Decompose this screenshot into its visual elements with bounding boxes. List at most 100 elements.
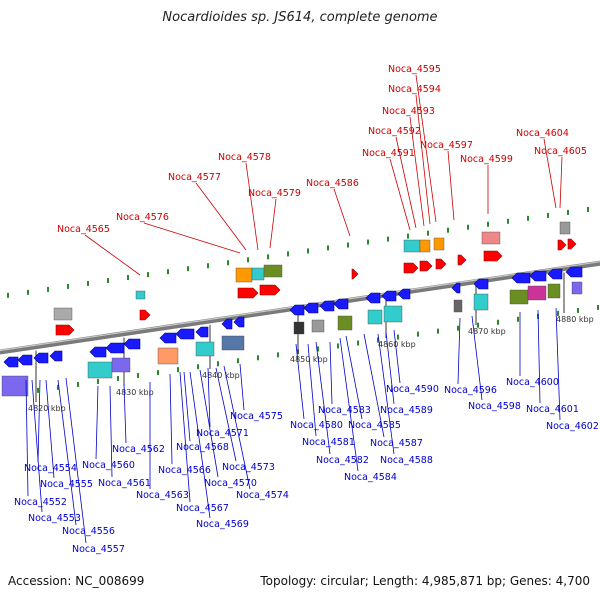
forward-gene-arrow	[435, 258, 447, 270]
feature-box	[419, 239, 431, 253]
forward-gene-arrow	[139, 309, 151, 321]
reverse-gene-label: Noca_4567	[176, 503, 229, 514]
reverse-gene-label: Noca_4556	[62, 526, 115, 537]
reverse-gene-arrow	[565, 266, 583, 278]
reverse-gene-label: Noca_4569	[196, 519, 249, 530]
reverse-gene-label: Noca_4560	[82, 460, 135, 471]
feature-box	[235, 267, 253, 283]
feature-box	[221, 335, 245, 351]
feature-box	[337, 315, 353, 331]
reverse-gene-arrow	[365, 292, 381, 304]
forward-gene-arrow	[237, 287, 259, 299]
reverse-gene-label: Noca_4582	[316, 455, 369, 466]
reverse-gene-arrow	[105, 342, 125, 354]
reverse-gene-arrow	[511, 272, 531, 284]
accession-text: Accession: NC_008699	[8, 574, 145, 588]
feature-box	[403, 239, 421, 253]
forward-gene-arrow	[567, 238, 577, 250]
reverse-leader-line	[199, 369, 219, 478]
reverse-gene-label: Noca_4568	[176, 442, 229, 453]
forward-gene-arrow	[351, 268, 359, 280]
forward-leader-line	[559, 156, 563, 209]
forward-leader-line	[389, 158, 411, 231]
reverse-gene-arrow	[473, 278, 489, 290]
reverse-leader-line	[37, 379, 41, 463]
feature-box	[481, 231, 501, 245]
forward-gene-label: Noca_4604	[516, 128, 569, 139]
forward-leader-line	[447, 150, 455, 221]
reverse-gene-label: Noca_4574	[236, 490, 289, 501]
reverse-gene-arrow	[159, 332, 177, 344]
reverse-leader-line	[385, 331, 395, 405]
forward-gene-arrow	[557, 239, 567, 251]
forward-gene-arrow	[259, 284, 281, 296]
reverse-leader-line	[183, 371, 191, 442]
forward-gene-label: Noca_4565	[57, 224, 110, 235]
forward-leader-line	[84, 234, 141, 276]
reverse-gene-label: Noca_4554	[24, 463, 77, 474]
feature-box	[195, 341, 215, 357]
reverse-leader-line	[65, 377, 87, 544]
reverse-gene-arrow	[233, 316, 245, 328]
reverse-gene-arrow	[3, 356, 19, 368]
reverse-gene-label: Noca_4555	[40, 479, 93, 490]
reverse-gene-label: Noca_4600	[506, 377, 559, 388]
feature-box	[157, 347, 179, 365]
feature-box	[53, 307, 73, 321]
reverse-gene-arrow	[303, 302, 319, 314]
reverse-gene-label: Noca_4562	[112, 444, 165, 455]
kbp-tick-label: 4820 kbp	[28, 404, 66, 413]
forward-gene-label: Noca_4586	[306, 178, 359, 189]
forward-gene-label: Noca_4576	[116, 212, 169, 223]
reverse-leader-line	[345, 335, 363, 420]
reverse-leader-line	[57, 379, 77, 526]
kbp-tick-label: 4870 kbp	[468, 327, 506, 336]
reverse-gene-label: Noca_4602	[546, 421, 599, 432]
feature-box	[263, 264, 283, 278]
reverse-gene-label: Noca_4601	[526, 404, 579, 415]
feature-box	[1, 375, 29, 397]
reverse-gene-label: Noca_4570	[204, 478, 257, 489]
feature-box	[453, 299, 463, 313]
forward-gene-label: Noca_4597	[420, 140, 473, 151]
feature-box	[559, 221, 571, 235]
forward-leader-line	[245, 162, 259, 251]
reverse-gene-arrow	[381, 290, 397, 302]
forward-gene-arrow	[457, 254, 467, 266]
reverse-gene-arrow	[175, 328, 195, 340]
reverse-leader-line	[315, 341, 331, 455]
reverse-gene-arrow	[33, 352, 49, 364]
forward-gene-label: Noca_4578	[218, 152, 271, 163]
reverse-gene-label: Noca_4566	[158, 465, 211, 476]
kbp-tick-label: 4830 kbp	[116, 388, 154, 397]
reverse-gene-arrow	[397, 288, 411, 300]
reverse-gene-arrow	[333, 298, 349, 310]
reverse-gene-label: Noca_4553	[28, 513, 81, 524]
reverse-leader-line	[295, 343, 305, 420]
reverse-leader-line	[31, 379, 43, 513]
reverse-leader-line	[537, 309, 541, 404]
reverse-leader-line	[169, 373, 173, 465]
reverse-leader-line	[45, 379, 55, 479]
reverse-leader-line	[457, 317, 461, 385]
reverse-gene-label: Noca_4587	[370, 438, 423, 449]
forward-gene-arrow	[403, 262, 419, 274]
reverse-leader-line	[555, 307, 561, 421]
feature-box	[509, 289, 529, 305]
reverse-gene-arrow	[319, 300, 335, 312]
reverse-gene-label: Noca_4571	[196, 428, 249, 439]
forward-leader-line	[195, 182, 247, 251]
reverse-gene-label: Noca_4552	[14, 497, 67, 508]
feature-box	[293, 321, 305, 335]
forward-leader-line	[395, 136, 417, 229]
reverse-leader-line	[95, 385, 99, 460]
reverse-gene-arrow	[195, 326, 209, 338]
feature-box	[111, 357, 131, 373]
reverse-gene-arrow	[289, 304, 305, 316]
feature-box	[547, 283, 561, 299]
reverse-gene-label: Noca_4583	[318, 405, 371, 416]
forward-gene-arrow	[483, 250, 503, 262]
reverse-leader-line	[109, 385, 113, 478]
reverse-gene-arrow	[221, 318, 233, 330]
reverse-leader-line	[215, 367, 237, 462]
